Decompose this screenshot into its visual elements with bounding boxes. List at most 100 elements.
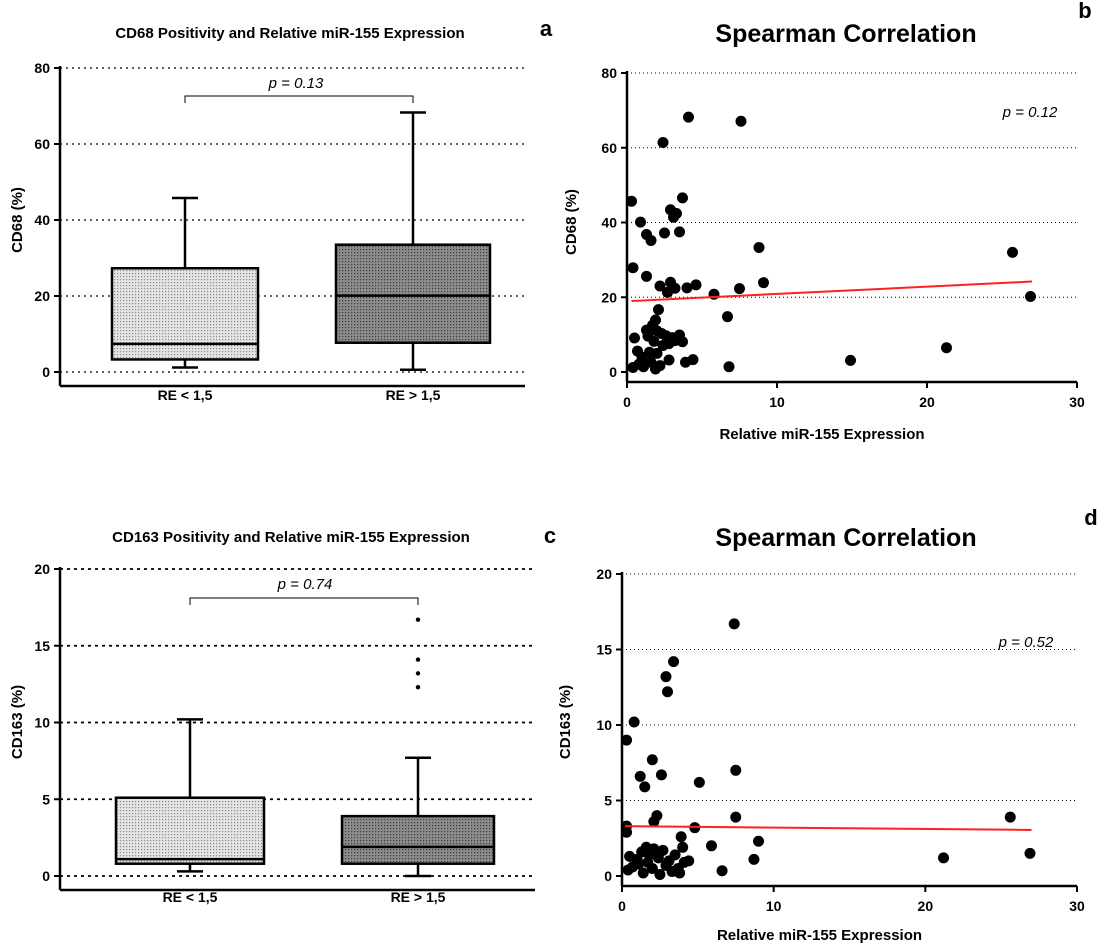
y-tick-label: 20 — [601, 289, 617, 305]
data-point — [758, 277, 769, 289]
data-point — [683, 111, 694, 123]
box-2 — [334, 243, 492, 344]
outlier-point — [415, 617, 421, 622]
data-point — [648, 843, 660, 855]
panel-a: CD68 Positivity and Relative miR-155 Exp… — [9, 16, 553, 403]
data-point — [941, 342, 952, 354]
panel-letter: c — [544, 523, 556, 548]
data-point — [654, 360, 666, 372]
panel-letter: b — [1078, 0, 1091, 23]
y-tick-label: 0 — [604, 868, 612, 884]
data-point — [621, 734, 633, 746]
data-point — [639, 781, 651, 793]
data-point — [659, 227, 670, 239]
y-tick-label: 5 — [42, 791, 50, 807]
p-value: p = 0.74 — [277, 576, 333, 593]
x-tick-label: 0 — [623, 394, 631, 410]
data-point — [722, 311, 733, 323]
data-point — [651, 347, 663, 359]
data-point — [693, 776, 705, 788]
x-tick-label: 10 — [769, 394, 785, 410]
chart-title: CD163 Positivity and Relative miR-155 Ex… — [112, 529, 470, 546]
y-tick-label: 60 — [34, 136, 50, 152]
outlier-point — [415, 684, 421, 690]
data-point — [677, 841, 689, 853]
y-tick-label: 20 — [34, 288, 50, 304]
data-point — [716, 865, 728, 877]
data-point — [671, 208, 682, 220]
data-point — [735, 115, 747, 127]
y-tick-label: 60 — [601, 140, 617, 156]
data-point — [669, 849, 681, 861]
data-point — [674, 226, 685, 238]
y-tick-label: 15 — [596, 642, 612, 658]
trend-line — [631, 280, 1033, 302]
data-point — [1024, 847, 1036, 859]
x-tick-label: 20 — [919, 394, 935, 410]
data-point — [651, 810, 663, 822]
data-point — [1025, 291, 1036, 303]
data-point — [647, 319, 658, 331]
data-point — [635, 216, 646, 228]
data-point — [845, 354, 856, 366]
p-value: p = 0.12 — [1002, 104, 1058, 121]
data-point — [687, 354, 699, 366]
x-tick-label: 30 — [1069, 394, 1085, 410]
significance-bracket — [189, 597, 419, 605]
data-point — [1004, 811, 1016, 823]
chart-title: Spearman Correlation — [715, 20, 976, 48]
data-point — [646, 862, 658, 874]
data-point — [663, 354, 675, 366]
y-tick-label: 10 — [596, 717, 612, 733]
data-point — [938, 852, 950, 864]
data-point — [705, 840, 717, 852]
data-point — [668, 656, 680, 668]
data-point — [654, 868, 666, 880]
y-tick-label: 10 — [34, 715, 50, 731]
box-2 — [340, 814, 496, 865]
y-tick-label: 5 — [604, 793, 612, 809]
data-point — [730, 811, 742, 823]
data-point — [728, 618, 740, 630]
panel-letter: a — [540, 16, 553, 41]
outlier-point — [415, 657, 421, 662]
y-tick-label: 80 — [601, 65, 617, 81]
chart-title: Spearman Correlation — [715, 524, 976, 552]
p-value: p = 0.13 — [268, 75, 324, 92]
data-point — [634, 770, 646, 782]
data-point — [1007, 246, 1018, 258]
data-point — [641, 270, 652, 282]
category-label: RE > 1,5 — [391, 889, 446, 905]
significance-bracket — [184, 95, 414, 103]
category-label: RE < 1,5 — [158, 387, 213, 403]
panel-c: CD163 Positivity and Relative miR-155 Ex… — [9, 523, 556, 905]
data-point — [655, 769, 667, 781]
y-tick-label: 20 — [596, 566, 612, 582]
y-tick-label: 0 — [42, 868, 50, 884]
data-point — [660, 671, 672, 683]
y-axis-label: CD68 (%) — [9, 187, 26, 253]
data-point — [637, 867, 649, 879]
data-point — [648, 335, 660, 347]
data-point — [753, 242, 765, 254]
data-point — [628, 716, 640, 728]
trend-line — [625, 825, 1032, 831]
box-1 — [110, 267, 260, 361]
data-point — [633, 858, 645, 870]
data-point — [681, 282, 693, 294]
data-point — [627, 262, 639, 274]
x-tick-label: 0 — [618, 898, 626, 914]
y-tick-label: 40 — [34, 212, 50, 228]
data-point — [748, 853, 760, 865]
box-1 — [114, 796, 266, 865]
data-point — [753, 835, 764, 847]
category-label: RE > 1,5 — [386, 387, 441, 403]
y-axis-label: CD163 (%) — [9, 685, 26, 759]
category-label: RE < 1,5 — [163, 889, 218, 905]
data-point — [677, 336, 688, 348]
data-point — [677, 192, 688, 204]
y-axis-label: CD163 (%) — [557, 685, 574, 759]
panel-b: Spearman Correlation b 0 20 40 60 80 0 10 20 30 CD6… — [563, 0, 1092, 443]
data-point — [654, 280, 666, 292]
